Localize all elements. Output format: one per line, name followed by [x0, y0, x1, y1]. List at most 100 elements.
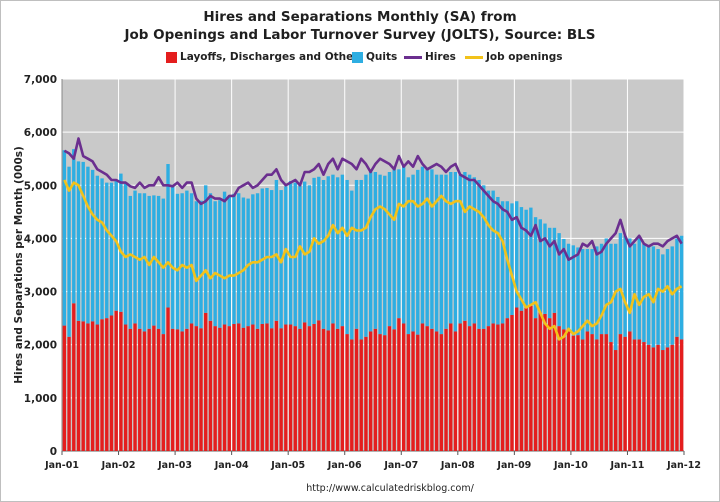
- bar-quits: [142, 193, 147, 332]
- bar-layoffs: [439, 334, 444, 451]
- bar-quits: [105, 182, 109, 319]
- bar-quits: [397, 169, 401, 319]
- bar-quits: [114, 180, 118, 311]
- bar-layoffs: [628, 331, 632, 451]
- bar-layoffs: [590, 334, 594, 451]
- bar-quits: [562, 238, 566, 330]
- bar-layoffs: [95, 324, 100, 451]
- bar-quits: [425, 169, 429, 327]
- bar-layoffs: [434, 331, 439, 451]
- legend-item-openings: Job openings: [465, 48, 562, 66]
- bar-quits: [307, 185, 312, 327]
- bar-layoffs: [463, 320, 467, 451]
- bar-layoffs: [467, 326, 472, 451]
- bar-quits: [251, 194, 255, 325]
- bar-layoffs: [180, 331, 184, 451]
- bar-layoffs: [345, 334, 349, 451]
- y-tick-label: 0: [50, 446, 57, 458]
- bar-quits: [449, 172, 453, 324]
- bar-quits: [515, 201, 519, 308]
- bar-quits: [100, 178, 104, 320]
- bar-layoffs: [326, 330, 330, 451]
- bar-layoffs: [665, 347, 670, 451]
- bar-layoffs: [618, 334, 623, 451]
- bar-quits: [218, 200, 222, 328]
- bar-layoffs: [378, 334, 382, 451]
- bar-layoffs: [656, 344, 660, 451]
- bar-quits: [458, 174, 462, 324]
- bar-quits: [543, 223, 547, 314]
- bar-layoffs: [613, 350, 618, 451]
- bar-quits: [359, 179, 363, 340]
- bar-layoffs: [604, 334, 608, 451]
- bar-layoffs: [199, 328, 203, 451]
- bar-layoffs: [237, 323, 241, 451]
- bar-layoffs: [119, 311, 123, 451]
- bar-layoffs: [392, 329, 396, 451]
- bar-layoffs: [222, 324, 227, 451]
- bar-layoffs: [109, 315, 114, 451]
- bar-layoffs: [269, 328, 274, 451]
- bar-layoffs: [213, 326, 217, 451]
- bar-quits: [194, 201, 198, 327]
- bar-quits: [350, 190, 354, 340]
- bar-quits: [580, 249, 585, 340]
- bar-layoffs: [661, 350, 665, 451]
- bar-layoffs: [449, 323, 453, 451]
- bar-quits: [387, 172, 392, 327]
- bar-quits: [552, 227, 557, 313]
- bar-layoffs: [232, 323, 236, 451]
- bar-quits: [665, 249, 670, 348]
- y-axis-label: Hires and Separations per Month (000s): [13, 146, 25, 384]
- bar-quits: [185, 190, 189, 329]
- bar-quits: [557, 233, 561, 327]
- legend-label-openings: Job openings: [486, 51, 563, 63]
- bar-quits: [642, 243, 646, 343]
- bar-layoffs: [482, 328, 486, 451]
- bar-layoffs: [114, 310, 118, 451]
- bar-layoffs: [397, 318, 401, 451]
- bar-layoffs: [251, 324, 255, 451]
- bar-layoffs: [152, 325, 156, 451]
- bar-layoffs: [576, 335, 580, 451]
- legend-swatch-quits: [352, 51, 363, 63]
- bar-layoffs: [265, 323, 269, 451]
- bar-quits: [180, 193, 184, 332]
- legend-item-quits: Quits: [352, 48, 397, 66]
- bar-layoffs: [72, 303, 76, 451]
- y-tick-label: 7,000: [24, 74, 57, 86]
- bar-quits: [331, 174, 335, 324]
- bar-quits: [538, 219, 542, 313]
- bar-quits: [345, 179, 349, 335]
- bar-quits: [491, 190, 495, 324]
- bar-layoffs: [571, 335, 575, 451]
- x-tick-label: Jan-06: [327, 460, 362, 471]
- bar-quits: [269, 190, 274, 329]
- x-tick-label: Jan-08: [440, 460, 475, 471]
- bar-quits: [368, 172, 373, 332]
- bar-layoffs: [580, 339, 585, 451]
- bar-layoffs: [519, 310, 524, 451]
- bar-layoffs: [133, 323, 137, 451]
- bar-layoffs: [81, 321, 85, 451]
- bar-quits: [222, 191, 227, 325]
- bar-quits: [213, 201, 217, 327]
- bar-layoffs: [505, 318, 509, 451]
- bar-quits: [623, 235, 627, 337]
- bar-layoffs: [642, 342, 646, 451]
- bar-quits: [637, 238, 641, 340]
- bar-quits: [199, 200, 203, 329]
- bar-quits: [609, 243, 613, 343]
- bar-layoffs: [585, 331, 590, 451]
- bar-layoffs: [524, 308, 528, 451]
- bar-layoffs: [566, 331, 571, 451]
- bar-quits: [482, 185, 486, 329]
- bar-layoffs: [543, 313, 547, 451]
- bar-quits: [576, 247, 580, 336]
- bar-layoffs: [100, 319, 104, 451]
- bar-quits: [72, 149, 76, 304]
- y-tick-label: 3,000: [24, 287, 57, 299]
- bar-quits: [430, 169, 434, 329]
- bar-layoffs: [491, 323, 495, 451]
- bar-layoffs: [373, 328, 378, 451]
